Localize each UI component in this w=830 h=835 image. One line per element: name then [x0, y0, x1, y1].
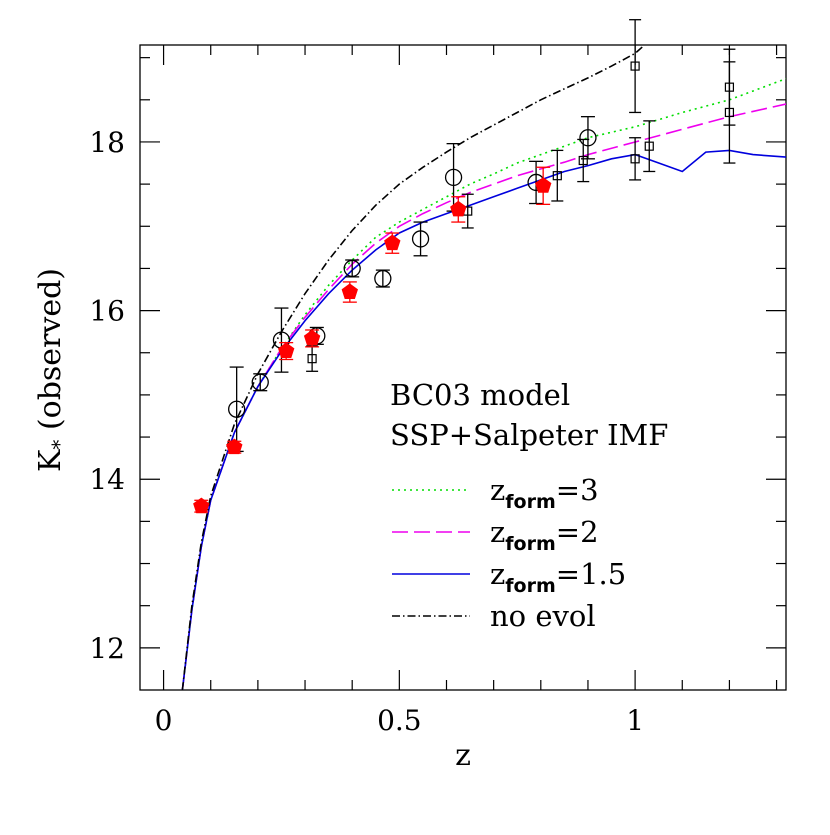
- circle-marker: [374, 269, 392, 288]
- square-error-bar: [461, 193, 474, 229]
- x-axis-label: z: [455, 738, 471, 773]
- pentagon-marker: [384, 234, 401, 251]
- legend-label-base: z: [490, 557, 505, 591]
- square-error-bar: [551, 149, 564, 202]
- legend-label-base: z: [490, 515, 505, 549]
- legend-label-sub: form: [505, 575, 556, 597]
- circle-error-bar: [580, 116, 595, 160]
- pentagon-marker: [278, 342, 295, 358]
- square-error-bar: [629, 137, 642, 181]
- y-tick-label: 16: [89, 295, 125, 328]
- annotation-line-2: SSP+Salpeter IMF: [390, 418, 668, 452]
- pentagon-marker: [341, 283, 358, 299]
- square-error-bar: [643, 120, 656, 173]
- legend-label-sub: form: [505, 491, 556, 513]
- square-marker: [644, 141, 654, 151]
- pentagon-marker: [450, 200, 467, 217]
- circle-marker: [579, 129, 597, 147]
- circle-marker: [444, 168, 463, 187]
- x-tick-label: 0: [155, 704, 173, 737]
- x-tick-label: 0.5: [377, 704, 422, 737]
- y-axis-label-sub: *: [47, 440, 71, 450]
- model-curves-clipped: [181, 45, 786, 690]
- square-marker: [724, 107, 735, 118]
- plot-frame: [139, 44, 787, 691]
- y-tick-label: 18: [89, 126, 125, 159]
- y-tick-label: 14: [89, 463, 125, 496]
- circle-marker: [411, 230, 430, 248]
- y-axis-label-rest: (observed): [33, 268, 68, 440]
- legend-label: no evol: [490, 599, 596, 633]
- y-axis-label-main: K: [33, 449, 68, 472]
- legend-label-sub: form: [505, 533, 556, 555]
- pentagon-marker: [535, 177, 552, 193]
- legend-label: zform=2: [490, 515, 599, 555]
- legend-label: zform=3: [490, 473, 599, 513]
- circle-marker: [343, 259, 361, 278]
- pentagon-marker: [193, 497, 210, 514]
- model-curves: [181, 45, 786, 690]
- data-points: [193, 19, 736, 514]
- circle-marker: [251, 373, 269, 391]
- series-line-0: [181, 77, 786, 690]
- legend-label-rest: =2: [556, 515, 599, 549]
- legend-item: no evol: [392, 599, 596, 633]
- plot-border: [139, 44, 787, 691]
- series-line-3: [181, 45, 646, 690]
- pentagon-marker: [303, 329, 321, 346]
- square-error-bar: [629, 19, 642, 114]
- square-marker: [630, 154, 640, 164]
- legend-item: zform=3: [392, 473, 599, 513]
- x-tick-label: 1: [626, 704, 644, 737]
- annotation-line-1: BC03 model: [390, 378, 570, 412]
- circle-error-bar: [274, 307, 289, 373]
- square-error-bar: [723, 61, 736, 164]
- y-axis-label: K* (observed): [33, 268, 71, 472]
- legend-label-rest: =3: [556, 473, 599, 507]
- pentagon-marker: [226, 438, 243, 455]
- circle-error-bar: [413, 221, 428, 257]
- legend-label-base: z: [490, 473, 505, 507]
- square-marker: [307, 354, 317, 364]
- square-error-bar: [577, 138, 590, 183]
- circle-marker: [228, 400, 246, 418]
- legend-label: zform=1.5: [490, 557, 626, 597]
- square-marker: [552, 171, 562, 181]
- square-marker: [578, 155, 588, 166]
- y-tick-label: 12: [89, 632, 125, 665]
- square-marker: [630, 61, 640, 71]
- legend-label-rest: no evol: [490, 599, 596, 633]
- legend-label-rest: =1.5: [556, 557, 626, 591]
- legend-item: zform=1.5: [392, 557, 626, 597]
- legend-item: zform=2: [392, 515, 599, 555]
